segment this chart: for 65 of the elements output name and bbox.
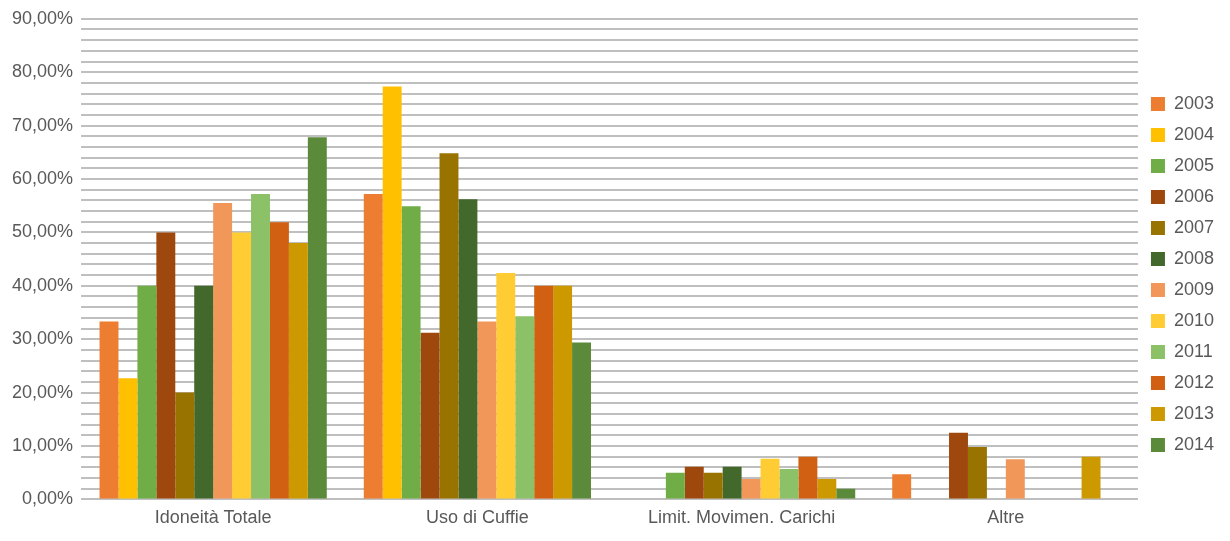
bar [553, 285, 573, 499]
bar [194, 285, 214, 499]
bar [949, 432, 968, 499]
legend-label: 2011 [1173, 340, 1213, 361]
bar [363, 193, 383, 499]
x-tick-label: Uso di Cuffie [426, 507, 529, 528]
bar [817, 479, 837, 499]
bar [684, 466, 704, 499]
bar [420, 332, 440, 499]
bar [798, 456, 818, 499]
x-tick-label: Altre [987, 507, 1025, 528]
bar [439, 153, 459, 499]
bar [967, 447, 987, 499]
legend-label: 2010 [1173, 309, 1214, 330]
legend-label: 2004 [1173, 123, 1214, 144]
legend-label: 2003 [1173, 92, 1214, 113]
bar [137, 285, 157, 499]
bar [458, 199, 478, 499]
legend-label: 2005 [1173, 154, 1214, 175]
y-tick-label: 10,00% [11, 434, 74, 455]
bar [251, 193, 270, 499]
bar [269, 222, 289, 499]
legend-label: 2007 [1173, 216, 1214, 237]
y-tick-label: 70,00% [11, 114, 74, 135]
y-tick-label: 90,00% [11, 7, 74, 28]
bar [760, 458, 780, 499]
bar [572, 342, 592, 499]
bar [703, 472, 723, 499]
bar [1005, 459, 1025, 499]
bar [496, 272, 516, 499]
bar [118, 378, 138, 499]
legend-label: 2009 [1173, 278, 1214, 299]
bar [175, 392, 195, 499]
y-tick-label: 60,00% [11, 167, 74, 188]
bar [213, 203, 233, 499]
bar [232, 232, 252, 499]
y-tick-label: 50,00% [11, 221, 74, 242]
legend-label: 2008 [1173, 247, 1214, 268]
x-tick-label: Idoneità Totale [154, 507, 272, 528]
y-tick-label: 80,00% [11, 61, 74, 82]
bar [382, 86, 402, 499]
bar [307, 137, 327, 499]
bar [779, 468, 799, 499]
bar [156, 232, 176, 499]
legend-label: 2014 [1173, 433, 1214, 454]
bar [741, 479, 761, 499]
y-tick-label: 40,00% [11, 274, 74, 295]
legend-label: 2006 [1173, 185, 1214, 206]
bar [665, 472, 685, 499]
x-tick-label: Limit. Movimen. Carichi [648, 507, 836, 528]
bar [722, 466, 742, 499]
bar [288, 243, 308, 499]
bar [1081, 456, 1101, 499]
bar [477, 321, 497, 499]
bar [515, 316, 535, 499]
legend-label: 2012 [1173, 371, 1214, 392]
y-tick-label: 0,00% [22, 488, 74, 509]
bar [401, 206, 421, 499]
bar [836, 488, 856, 499]
bar [534, 285, 554, 499]
y-tick-label: 20,00% [11, 381, 74, 402]
y-tick-label: 30,00% [11, 328, 74, 349]
bar [99, 321, 119, 499]
legend-label: 2013 [1173, 402, 1214, 423]
bar [892, 474, 912, 499]
